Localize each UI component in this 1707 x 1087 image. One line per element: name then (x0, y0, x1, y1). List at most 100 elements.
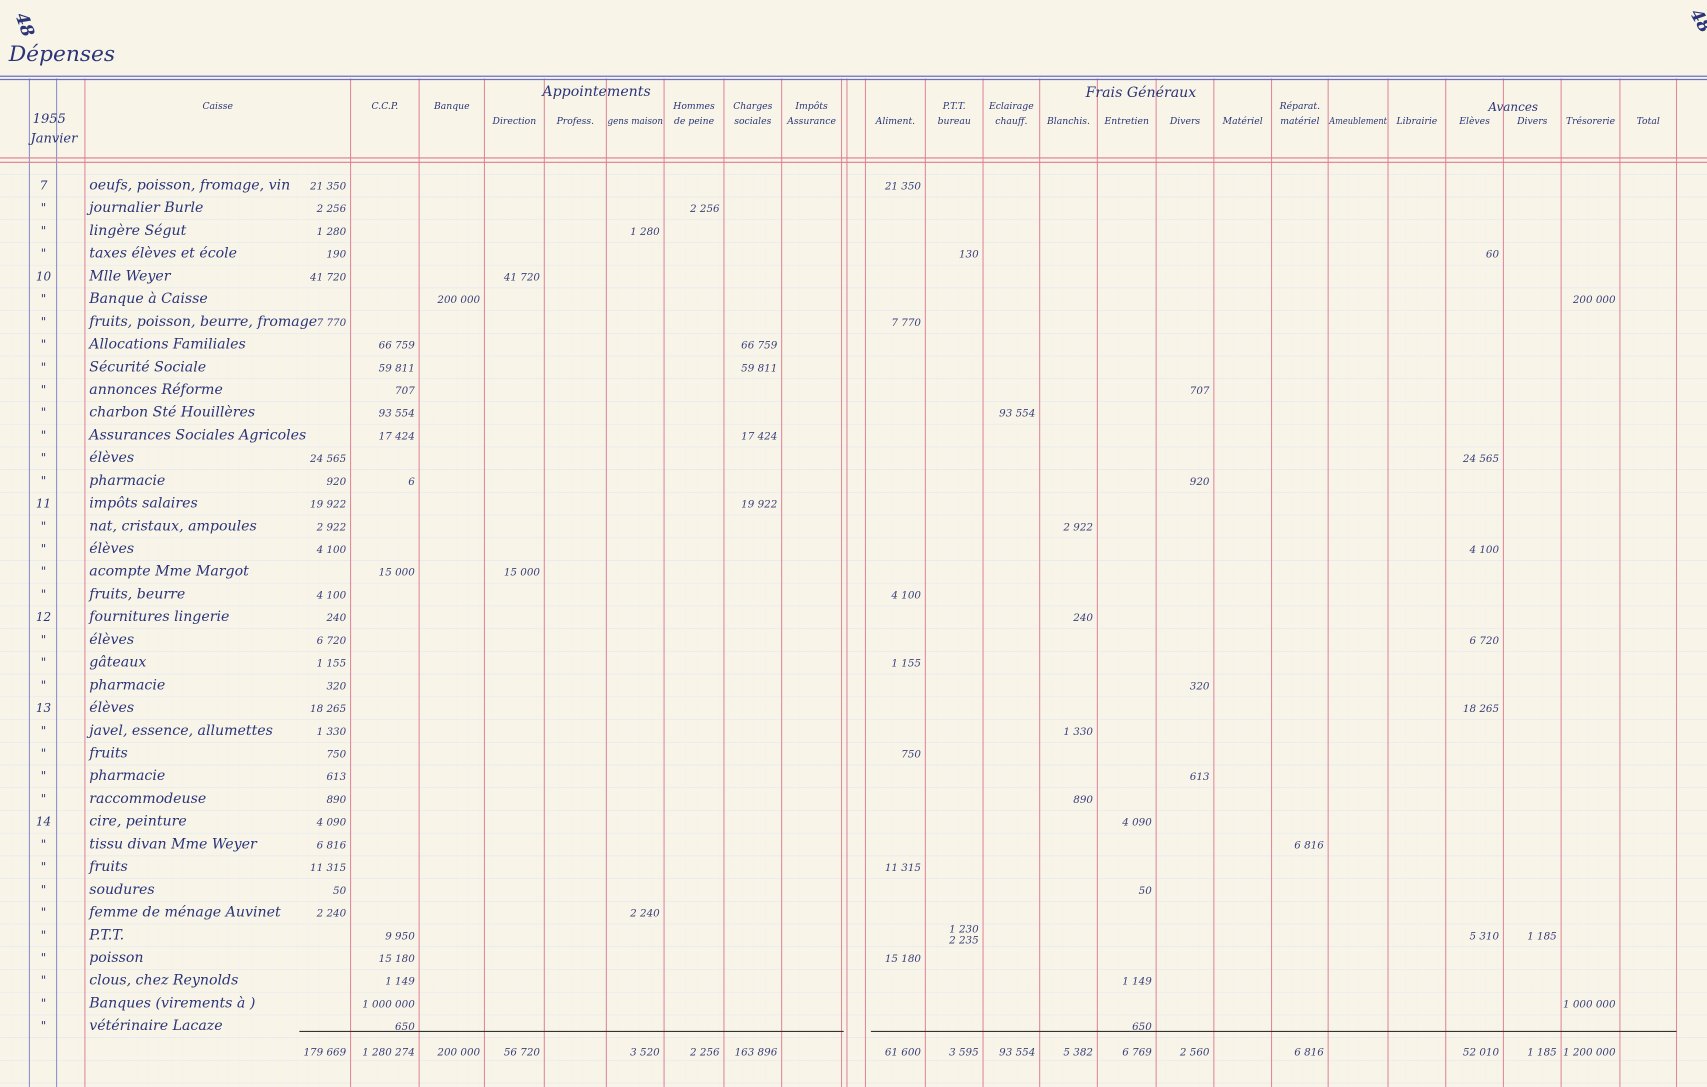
amount: 1 280 274 (362, 1046, 415, 1058)
amount: 3 520 (630, 1046, 660, 1058)
amount: 1 280 (317, 226, 347, 238)
amount: 4 100 (890, 589, 921, 601)
amount: 2 560 (1179, 1046, 1210, 1058)
day: " (41, 928, 47, 942)
column-header: P.T.T. (942, 101, 966, 112)
description: femme de ménage Auvinet (88, 905, 281, 921)
column-header: sociales (734, 116, 771, 127)
column-header: Hommes (672, 101, 715, 112)
description: pharmacie (89, 768, 165, 784)
amount: 15 000 (504, 567, 541, 579)
amount: 1 155 (891, 658, 921, 670)
day: " (41, 428, 47, 442)
column-header: Profess. (556, 116, 595, 127)
day: " (41, 1019, 47, 1033)
column-header: Assurance (786, 116, 836, 127)
day: " (41, 247, 47, 261)
amount: 50 (333, 885, 347, 897)
description: élèves (89, 700, 134, 716)
group-header: Appointements (540, 84, 650, 100)
amount: 2 922 (316, 521, 347, 533)
column-header: Blanchis. (1046, 116, 1090, 127)
day: " (41, 224, 47, 238)
amount: 52 010 (1463, 1046, 1500, 1058)
faint-grid (0, 163, 1707, 1087)
amount: 50 (1139, 885, 1153, 897)
amount: 21 350 (884, 181, 922, 193)
amount: 1 280 (630, 226, 660, 238)
amount: 6 (408, 476, 415, 488)
amount: 650 (1132, 1021, 1152, 1033)
amount: 11 315 (310, 862, 346, 874)
day: " (41, 837, 47, 851)
day: " (41, 474, 47, 488)
amount: 61 600 (885, 1046, 922, 1058)
amount: 1 149 (385, 976, 415, 988)
amount: 1 155 (317, 658, 347, 670)
amount: 19 922 (741, 499, 777, 511)
amount: 93 554 (379, 408, 415, 420)
description: annonces Réforme (89, 382, 223, 398)
day: " (41, 542, 47, 556)
amount: 4 100 (1468, 544, 1499, 556)
column-header: Impôts (794, 101, 828, 112)
amount: 9 950 (385, 930, 415, 942)
description: vétérinaire Lacaze (89, 1018, 222, 1034)
amount: 1 330 (317, 726, 347, 738)
column-header: matériel (1280, 116, 1319, 127)
description: soudures (89, 882, 154, 898)
column-header: chauff. (995, 116, 1027, 127)
amount: 890 (326, 794, 346, 806)
day: 14 (36, 815, 51, 829)
amount: 56 720 (504, 1046, 541, 1058)
amount: 21 350 (309, 181, 347, 193)
amount: 41 720 (309, 271, 347, 283)
amount: 750 (901, 749, 921, 761)
amount: 1 200 000 (1563, 1046, 1616, 1058)
amount: 5 382 (1063, 1046, 1093, 1058)
amount: 4 090 (1121, 817, 1152, 829)
column-header: gens maison (607, 116, 663, 127)
day: 10 (36, 269, 52, 283)
day: " (41, 678, 47, 692)
amount: 93 554 (999, 1046, 1035, 1058)
column-header: bureau (938, 116, 971, 127)
column-header: Divers (1516, 116, 1547, 127)
description: lingère Ségut (89, 223, 186, 239)
amount: 920 (326, 476, 346, 488)
amount: 11 315 (885, 862, 921, 874)
description: fournitures lingerie (88, 609, 229, 625)
ruling (0, 75, 1707, 1087)
column-header: Charges (733, 101, 772, 112)
description: fruits, beurre (88, 586, 185, 602)
day: " (41, 974, 47, 988)
column-header: Trésorerie (1566, 116, 1616, 127)
amount: 18 265 (1463, 703, 1499, 715)
day: " (41, 315, 47, 329)
amount: 24 565 (309, 453, 346, 465)
amount: 190 (326, 249, 346, 261)
amount: 24 565 (1462, 453, 1499, 465)
day: " (41, 656, 47, 670)
amount: 1 149 (1122, 976, 1152, 988)
amount: 200 000 (436, 294, 480, 306)
column-header: Total (1637, 116, 1660, 127)
day: 13 (36, 701, 52, 715)
amount: 7 770 (317, 317, 347, 329)
column-header: Librairie (1395, 116, 1437, 127)
description: élèves (89, 541, 134, 557)
amount: 5 310 (1469, 930, 1499, 942)
description: acompte Mme Margot (89, 564, 249, 580)
amount: 4 100 (316, 589, 347, 601)
description: nat, cristaux, ampoules (89, 518, 256, 534)
day: " (41, 360, 47, 374)
amount: 59 811 (379, 362, 415, 374)
description: poisson (89, 950, 143, 966)
description: Mlle Weyer (88, 268, 171, 284)
description: raccommodeuse (89, 791, 206, 807)
day: " (41, 565, 47, 579)
description: journalier Burle (86, 200, 203, 216)
amount: 3 595 (949, 1046, 979, 1058)
amount: 2 235 (948, 935, 979, 947)
description: Banques (virements à ) (88, 995, 255, 1011)
